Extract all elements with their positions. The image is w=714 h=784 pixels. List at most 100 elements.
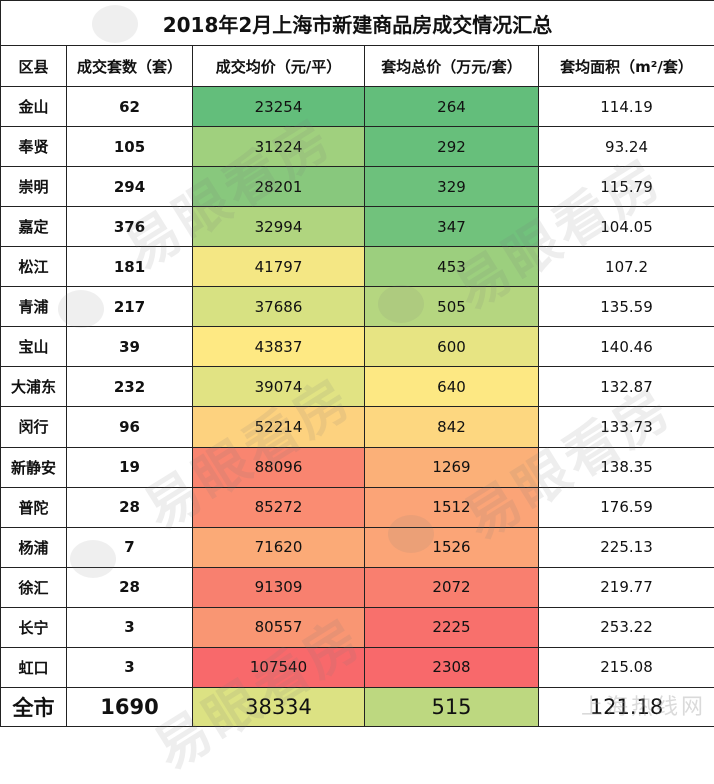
avg-price-cell: 39074 xyxy=(193,367,365,407)
avg-price-cell: 88096 xyxy=(193,447,365,487)
header-avg-total: 套均总价（万元/套） xyxy=(365,46,539,87)
table-title: 2018年2月上海市新建商品房成交情况汇总 xyxy=(1,1,714,46)
district-cell: 普陀 xyxy=(1,487,67,527)
avg-area-cell: 215.08 xyxy=(539,647,714,687)
avg-total-cell: 292 xyxy=(365,127,539,167)
units-cell: 1690 xyxy=(67,687,193,726)
avg-total-cell: 640 xyxy=(365,367,539,407)
avg-total-cell: 2072 xyxy=(365,567,539,607)
header-avg-price: 成交均价（元/平） xyxy=(193,46,365,87)
avg-price-cell: 80557 xyxy=(193,607,365,647)
avg-price-cell: 31224 xyxy=(193,127,365,167)
avg-total-cell: 2225 xyxy=(365,607,539,647)
district-cell: 闵行 xyxy=(1,407,67,447)
district-cell: 长宁 xyxy=(1,607,67,647)
avg-price-cell: 28201 xyxy=(193,167,365,207)
units-cell: 28 xyxy=(67,487,193,527)
units-cell: 376 xyxy=(67,207,193,247)
units-cell: 294 xyxy=(67,167,193,207)
avg-area-cell: 121.18 xyxy=(539,687,714,726)
units-cell: 3 xyxy=(67,647,193,687)
avg-area-cell: 114.19 xyxy=(539,87,714,127)
avg-price-cell: 43837 xyxy=(193,327,365,367)
units-cell: 7 xyxy=(67,527,193,567)
avg-total-cell: 264 xyxy=(365,87,539,127)
district-cell: 全市 xyxy=(1,687,67,726)
district-cell: 崇明 xyxy=(1,167,67,207)
units-cell: 105 xyxy=(67,127,193,167)
sales-summary-table: 2018年2月上海市新建商品房成交情况汇总 区县 成交套数（套） 成交均价（元/… xyxy=(0,0,714,727)
avg-area-cell: 140.46 xyxy=(539,327,714,367)
avg-area-cell: 219.77 xyxy=(539,567,714,607)
units-cell: 39 xyxy=(67,327,193,367)
avg-area-cell: 132.87 xyxy=(539,367,714,407)
avg-price-cell: 32994 xyxy=(193,207,365,247)
avg-area-cell: 138.35 xyxy=(539,447,714,487)
units-cell: 62 xyxy=(67,87,193,127)
avg-total-cell: 453 xyxy=(365,247,539,287)
avg-price-cell: 37686 xyxy=(193,287,365,327)
avg-total-cell: 1269 xyxy=(365,447,539,487)
header-district: 区县 xyxy=(1,46,67,87)
avg-area-cell: 253.22 xyxy=(539,607,714,647)
avg-area-cell: 225.13 xyxy=(539,527,714,567)
district-cell: 青浦 xyxy=(1,287,67,327)
avg-price-cell: 41797 xyxy=(193,247,365,287)
avg-area-cell: 107.2 xyxy=(539,247,714,287)
avg-area-cell: 133.73 xyxy=(539,407,714,447)
units-cell: 232 xyxy=(67,367,193,407)
district-cell: 奉贤 xyxy=(1,127,67,167)
avg-price-cell: 71620 xyxy=(193,527,365,567)
units-cell: 28 xyxy=(67,567,193,607)
avg-total-cell: 600 xyxy=(365,327,539,367)
units-cell: 3 xyxy=(67,607,193,647)
avg-price-cell: 38334 xyxy=(193,687,365,726)
avg-total-cell: 842 xyxy=(365,407,539,447)
avg-total-cell: 347 xyxy=(365,207,539,247)
avg-price-cell: 91309 xyxy=(193,567,365,607)
avg-area-cell: 176.59 xyxy=(539,487,714,527)
avg-total-cell: 329 xyxy=(365,167,539,207)
avg-area-cell: 104.05 xyxy=(539,207,714,247)
district-cell: 徐汇 xyxy=(1,567,67,607)
avg-price-cell: 23254 xyxy=(193,87,365,127)
header-avg-area: 套均面积（m²/套） xyxy=(539,46,714,87)
district-cell: 虹口 xyxy=(1,647,67,687)
units-cell: 181 xyxy=(67,247,193,287)
district-cell: 宝山 xyxy=(1,327,67,367)
units-cell: 217 xyxy=(67,287,193,327)
district-cell: 新静安 xyxy=(1,447,67,487)
district-cell: 金山 xyxy=(1,87,67,127)
district-cell: 大浦东 xyxy=(1,367,67,407)
district-cell: 嘉定 xyxy=(1,207,67,247)
units-cell: 19 xyxy=(67,447,193,487)
units-cell: 96 xyxy=(67,407,193,447)
avg-price-cell: 52214 xyxy=(193,407,365,447)
header-row: 区县 成交套数（套） 成交均价（元/平） 套均总价（万元/套） 套均面积（m²/… xyxy=(1,46,714,87)
district-cell: 松江 xyxy=(1,247,67,287)
avg-total-cell: 505 xyxy=(365,287,539,327)
avg-price-cell: 85272 xyxy=(193,487,365,527)
avg-total-cell: 1512 xyxy=(365,487,539,527)
avg-total-cell: 1526 xyxy=(365,527,539,567)
avg-total-cell: 515 xyxy=(365,687,539,726)
avg-total-cell: 2308 xyxy=(365,647,539,687)
avg-area-cell: 135.59 xyxy=(539,287,714,327)
district-cell: 杨浦 xyxy=(1,527,67,567)
avg-area-cell: 93.24 xyxy=(539,127,714,167)
